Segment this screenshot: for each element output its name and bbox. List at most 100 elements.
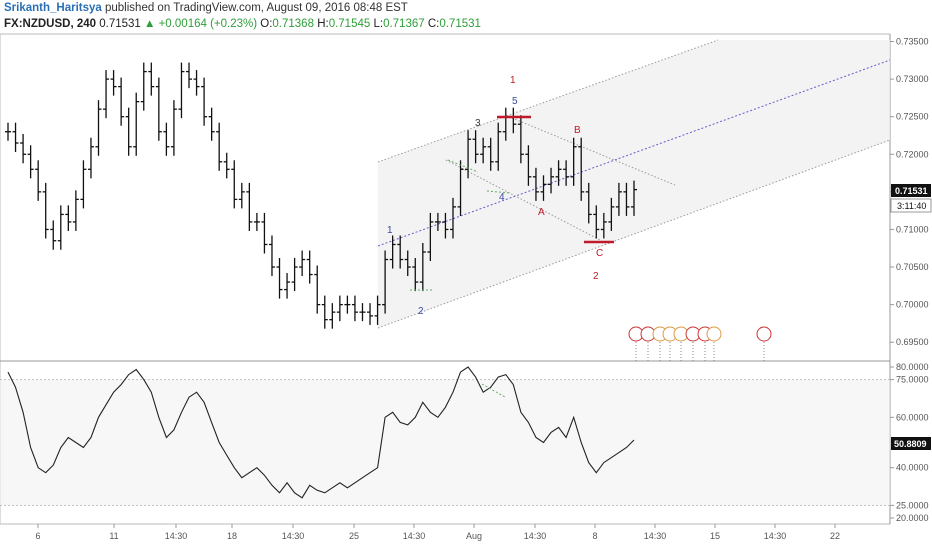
wave-trendline-lower: [445, 159, 601, 241]
price-bar: [12, 122, 19, 153]
osc-tick-label: 60.0000: [896, 412, 929, 422]
symbol-header: FX:NZDUSD, 240 0.71531 ▲ +0.00164 (+0.23…: [4, 18, 481, 30]
price-bar: [434, 212, 441, 231]
event-icon[interactable]: [706, 326, 722, 342]
price-bar: [140, 62, 147, 111]
time-tick-label: 14:30: [524, 531, 547, 541]
price-bars: [5, 62, 637, 329]
price-bar: [465, 130, 472, 179]
sub-wave-3: 3: [475, 118, 481, 129]
author-name[interactable]: Srikanth_Haritsya: [4, 2, 102, 14]
price-bar: [284, 273, 291, 299]
price-bar: [608, 197, 615, 231]
osc-tick-label: 75.0000: [896, 375, 929, 385]
sub-wave-b: B: [574, 125, 581, 136]
price-bar: [253, 212, 260, 231]
last-price-badge-text: 0.71531: [895, 186, 928, 196]
price-bar: [517, 115, 524, 164]
publish-header: Srikanth_Haritsya published on TradingVi…: [4, 2, 408, 14]
time-tick-label: 14:30: [282, 531, 305, 541]
price-bar: [585, 182, 592, 224]
low-value: 0.71367: [383, 18, 425, 30]
high-value: 0.71545: [328, 18, 371, 30]
wave-trendline-upper: [511, 117, 676, 186]
price-bar: [95, 100, 102, 156]
price-bar: [155, 77, 162, 141]
price-bar: [329, 303, 336, 329]
price-bar: [404, 250, 411, 277]
price-bar: [268, 235, 275, 277]
sub-wave-5: 5: [512, 96, 518, 107]
price-tick-label: 0.72000: [896, 149, 929, 159]
osc-tick-label: 25.0000: [896, 500, 929, 510]
measure-arrow-1: [447, 159, 479, 173]
price-bar: [118, 77, 125, 126]
price-bar: [351, 295, 358, 322]
time-tick-label: 8: [592, 531, 597, 541]
symbol-label: FX:NZDUSD, 240: [4, 18, 97, 30]
time-tick-label: 15: [710, 531, 720, 541]
economic-event-icons[interactable]: [628, 326, 772, 362]
price-bar: [570, 137, 577, 186]
countdown-badge-text: 3:11:40: [897, 201, 926, 211]
price-bar: [631, 180, 637, 216]
price-axis-ticks: 0.735000.730000.725000.720000.715000.710…: [890, 37, 929, 347]
wave-label-1: 1: [510, 75, 516, 86]
osc-tick-label: 20.0000: [896, 513, 929, 523]
osc-tick-label: 40.0000: [896, 463, 929, 473]
price-bar: [20, 133, 27, 164]
price-bar: [276, 258, 283, 299]
channel-upper-line: [377, 39, 719, 163]
time-tick-label: 22: [830, 531, 840, 541]
price-bar: [412, 258, 419, 292]
time-tick-label: 14:30: [165, 531, 188, 541]
price-bar: [615, 182, 622, 216]
osc-last-badge-text: 50.8809: [894, 439, 927, 449]
time-tick-label: Aug: [466, 531, 482, 541]
price-bar: [314, 265, 321, 314]
price-bar: [344, 295, 351, 314]
price-bar: [419, 242, 426, 292]
price-bar: [50, 220, 57, 250]
price-change: ▲ +0.00164 (+0.23%): [144, 18, 258, 30]
price-bar: [548, 167, 555, 194]
last-price-badge: [891, 184, 931, 197]
price-bar: [495, 122, 502, 171]
price-bar: [87, 137, 94, 179]
oscillator-pane: [0, 366, 890, 506]
price-bar: [125, 107, 132, 156]
price-bar: [623, 182, 630, 216]
time-tick-label: 18: [227, 531, 237, 541]
price-bar: [367, 303, 374, 325]
price-bar: [374, 295, 381, 325]
price-bar: [193, 70, 200, 96]
price-tick-label: 0.73000: [896, 74, 929, 84]
price-bar: [103, 70, 110, 119]
price-bar: [397, 235, 404, 269]
countdown-badge: [890, 198, 932, 213]
price-bar: [35, 160, 42, 201]
price-bar: [382, 250, 389, 314]
osc-band: [0, 379, 890, 506]
price-bar: [223, 152, 230, 179]
price-bar: [563, 160, 570, 186]
price-bar: [238, 182, 245, 209]
measure-arrow-osc: [481, 383, 506, 398]
price-bar: [5, 122, 11, 141]
price-bar: [291, 258, 298, 292]
price-tick-label: 0.70000: [896, 300, 929, 310]
price-bar: [578, 137, 585, 201]
price-tick-label: 0.73500: [896, 37, 929, 47]
price-bar: [42, 182, 49, 239]
price-bar: [442, 212, 449, 239]
close-label: C:: [427, 18, 440, 30]
price-bar: [27, 145, 34, 179]
price-bar: [555, 160, 562, 186]
price-bar: [525, 145, 532, 186]
price-bar: [178, 62, 185, 119]
price-bar: [72, 190, 79, 231]
sub-wave-1: 1: [387, 225, 393, 236]
price-bar: [299, 250, 306, 277]
event-icon[interactable]: [756, 326, 772, 342]
